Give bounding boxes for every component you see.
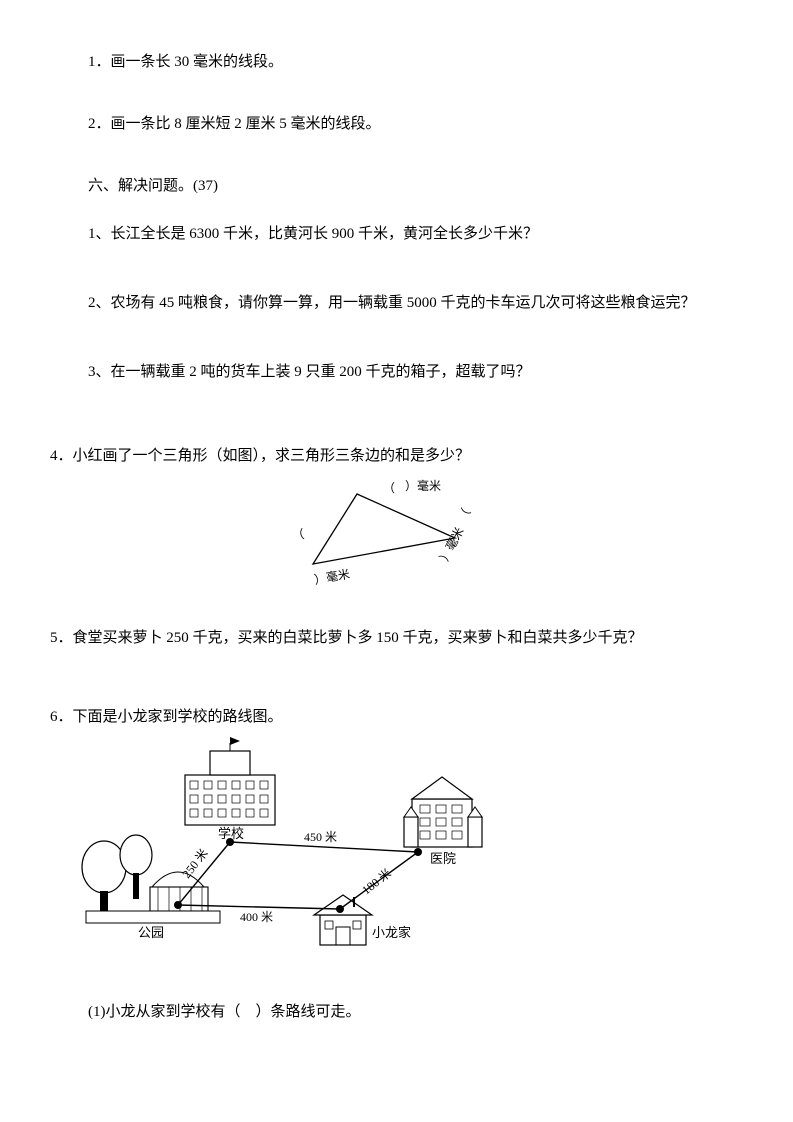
section-6-q5: 5．食堂买来萝卜 250 千克，买来的白菜比萝卜多 150 千克，买来萝卜和白菜…	[50, 626, 743, 650]
worksheet-page: 1．画一条长 30 毫米的线段。 2．画一条比 8 厘米短 2 厘米 5 毫米的…	[0, 0, 793, 1074]
route-map-diagram: 学校医院公园小龙家450 米250 米400 米180 米	[80, 737, 743, 970]
svg-text:250 米: 250 米	[179, 846, 210, 881]
svg-text:）毫米: ）毫米	[405, 478, 441, 493]
svg-text:400 米: 400 米	[240, 910, 273, 924]
triangle-diagram: ）毫米 ）毫米 ）毫米 （ （ （	[50, 476, 743, 596]
svg-text:小龙家: 小龙家	[372, 925, 411, 940]
section-6-q6-sub1: (1)小龙从家到学校有（ ）条路线可走。	[50, 1000, 743, 1024]
svg-text:（: （	[455, 506, 473, 523]
question-1: 1．画一条长 30 毫米的线段。	[50, 50, 743, 74]
svg-text:180 米: 180 米	[359, 866, 394, 897]
svg-text:医院: 医院	[430, 851, 456, 866]
section-6-q1: 1、长江全长是 6300 千米，比黄河长 900 千米，黄河全长多少千米？	[50, 222, 743, 246]
svg-text:）毫米: ）毫米	[436, 525, 466, 564]
svg-text:（: （	[291, 527, 305, 543]
section-6-title: 六、解决问题。(37)	[50, 174, 743, 198]
section-6-q4: 4．小红画了一个三角形（如图），求三角形三条边的和是多少？	[50, 444, 743, 468]
svg-text:（: （	[383, 481, 395, 495]
section-6-q3: 3、在一辆载重 2 吨的货车上装 9 只重 200 千克的箱子，超载了吗？	[50, 360, 743, 384]
section-6-q2: 2、农场有 45 吨粮食，请你算一算，用一辆载重 5000 千克的卡车运几次可将…	[50, 291, 743, 315]
section-6-q6: 6．下面是小龙家到学校的路线图。	[50, 705, 743, 729]
svg-text:450 米: 450 米	[304, 830, 337, 844]
question-2: 2．画一条比 8 厘米短 2 厘米 5 毫米的线段。	[50, 112, 743, 136]
svg-text:公园: 公园	[138, 925, 164, 940]
svg-text:）毫米: ）毫米	[312, 566, 350, 587]
